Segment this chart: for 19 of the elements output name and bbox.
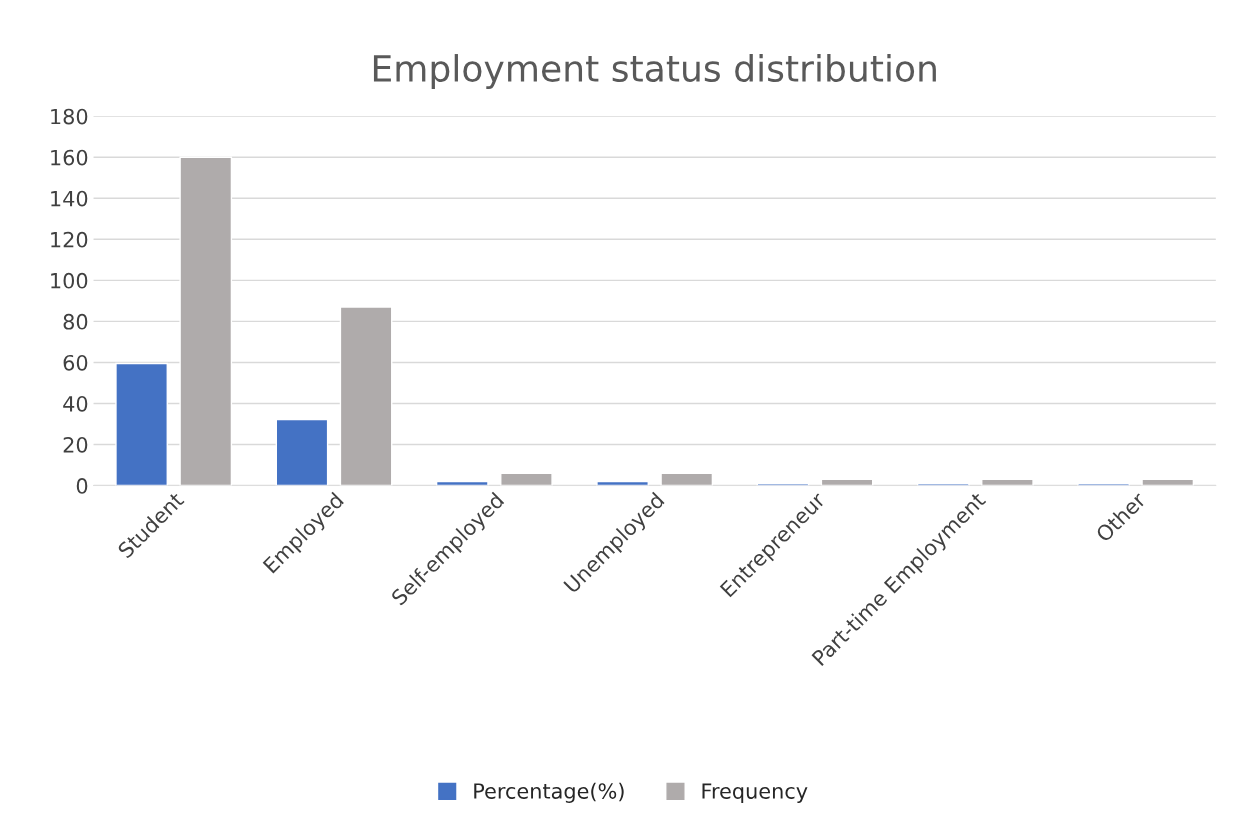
y-tick-label: 80 (63, 313, 88, 330)
y-tick-label: 40 (63, 395, 88, 412)
bar (115, 362, 168, 486)
y-tick-label: 20 (63, 436, 88, 453)
y-tick-label: 140 (51, 190, 88, 207)
bar (500, 472, 553, 486)
legend-label: Percentage(%) (474, 782, 624, 803)
bar (275, 418, 329, 486)
chart-title: Employment status distribution (373, 54, 936, 89)
y-tick-label: 120 (51, 231, 88, 248)
y-tick-label: 180 (51, 108, 88, 125)
bar (179, 156, 233, 486)
y-tick-label: 100 (51, 272, 88, 289)
bar (339, 306, 393, 486)
y-tick-label: 160 (51, 149, 88, 166)
y-tick-label: 0 (76, 478, 88, 494)
y-tick-label: 60 (63, 354, 88, 371)
legend-label: Frequency (702, 783, 808, 803)
bar (660, 472, 714, 486)
